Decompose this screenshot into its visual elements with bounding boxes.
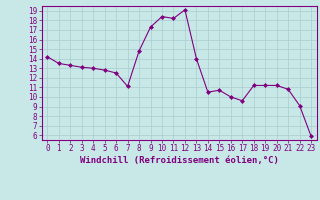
X-axis label: Windchill (Refroidissement éolien,°C): Windchill (Refroidissement éolien,°C) [80,156,279,165]
